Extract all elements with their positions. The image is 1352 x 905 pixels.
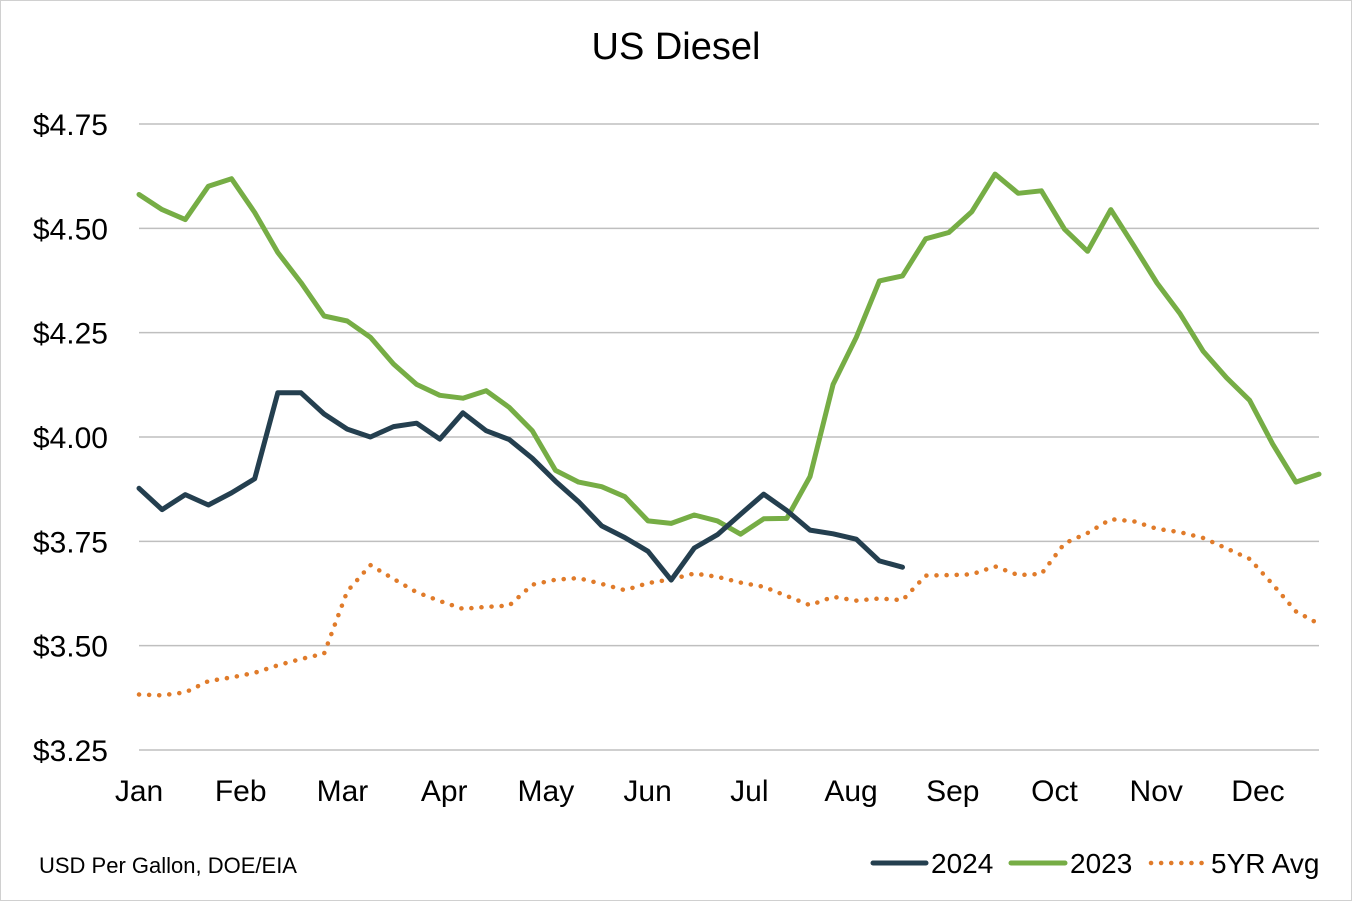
- x-tick-label: Jun: [623, 775, 671, 808]
- x-tick-label: Aug: [824, 775, 877, 808]
- x-tick-label: May: [518, 775, 575, 808]
- x-tick-label: Nov: [1130, 775, 1183, 808]
- x-tick-label: Dec: [1231, 775, 1284, 808]
- legend-label-5yr-avg: 5YR Avg: [1211, 848, 1319, 879]
- x-tick-label: Jul: [730, 775, 768, 808]
- x-axis-tick-labels: Jan Feb Mar Apr May Jun Jul Aug Sep Oct Nov Dec: [115, 775, 1285, 808]
- series-line-5yr-avg: [136, 516, 1322, 698]
- chart-title: US Diesel: [592, 26, 761, 68]
- series-lines: [136, 171, 1322, 698]
- x-tick-label: Jan: [115, 775, 163, 808]
- y-axis-tick-labels: $4.75 $4.50 $4.25 $4.00 $3.75 $3.50 $3.25: [33, 109, 108, 768]
- legend: 2024 2023 5YR Avg: [870, 848, 1319, 879]
- y-tick-label: $3.50: [33, 631, 108, 664]
- y-tick-label: $4.00: [33, 422, 108, 455]
- x-tick-label: Mar: [317, 775, 369, 808]
- x-tick-label: Apr: [421, 775, 468, 808]
- y-tick-label: $4.25: [33, 318, 108, 351]
- series-line-2024: [136, 390, 905, 583]
- y-tick-label: $3.25: [33, 735, 108, 768]
- legend-label-2024: 2024: [931, 848, 993, 879]
- source-note: USD Per Gallon, DOE/EIA: [39, 853, 297, 878]
- gridlines: [139, 123, 1319, 751]
- x-tick-label: Feb: [215, 775, 267, 808]
- y-tick-label: $4.50: [33, 213, 108, 246]
- y-tick-label: $3.75: [33, 526, 108, 559]
- legend-label-2023: 2023: [1070, 848, 1132, 879]
- y-tick-label: $4.75: [33, 109, 108, 142]
- x-tick-label: Oct: [1031, 775, 1078, 808]
- x-tick-label: Sep: [926, 775, 979, 808]
